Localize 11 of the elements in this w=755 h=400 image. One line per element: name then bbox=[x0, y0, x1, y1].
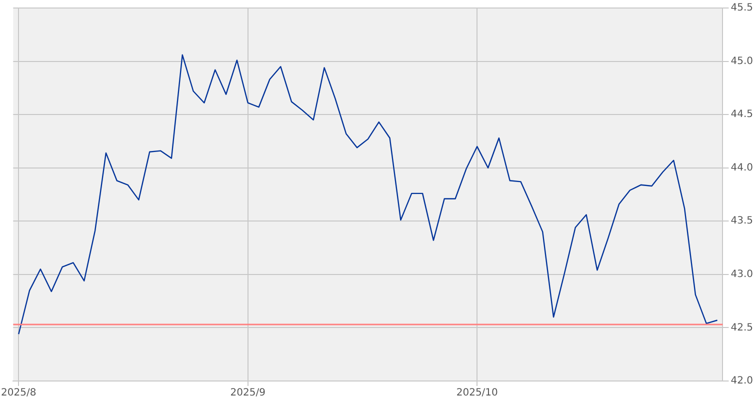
y-tick-label: 43.0 bbox=[730, 269, 753, 280]
y-tick-label: 44.0 bbox=[730, 162, 753, 174]
x-tick-label: 2025/9 bbox=[230, 388, 266, 399]
x-tick-label: 2025/10 bbox=[456, 388, 498, 399]
y-tick-label: 42.5 bbox=[730, 322, 753, 334]
y-tick-label: 44.5 bbox=[730, 109, 753, 120]
y-tick-label: 45.5 bbox=[730, 2, 753, 14]
y-tick-label: 45.0 bbox=[730, 56, 753, 67]
y-tick-label: 42.0 bbox=[730, 376, 753, 387]
x-tick-label: 2025/8 bbox=[1, 388, 36, 399]
y-tick-label: 43.5 bbox=[730, 216, 753, 227]
